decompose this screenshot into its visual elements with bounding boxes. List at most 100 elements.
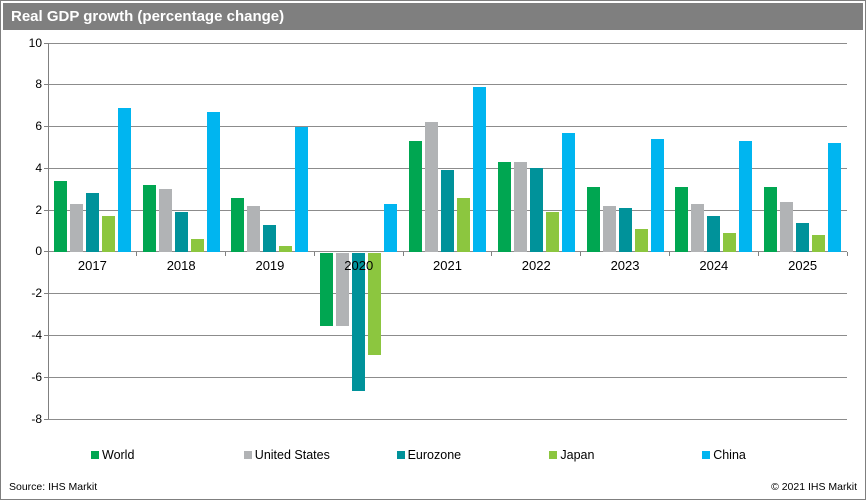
bar-eurozone-2017 bbox=[85, 193, 99, 252]
copyright-note: © 2021 IHS Markit bbox=[771, 481, 857, 493]
x-axis-tick bbox=[313, 251, 315, 256]
bar-world-2021 bbox=[409, 141, 422, 252]
bar-japan-2021 bbox=[457, 197, 470, 252]
x-category-label-2025: 2025 bbox=[788, 257, 818, 273]
gridline-8 bbox=[48, 84, 847, 86]
gridline-0 bbox=[48, 251, 847, 253]
x-axis-tick bbox=[47, 251, 49, 256]
y-axis-tick--6 bbox=[44, 376, 48, 378]
x-category-label-2018: 2018 bbox=[166, 257, 196, 273]
y-tick-label-0: 0 bbox=[35, 244, 42, 259]
y-axis-tick--8 bbox=[44, 418, 48, 420]
gridline--4 bbox=[48, 334, 847, 336]
bar-world-2023 bbox=[586, 187, 600, 252]
chart-title: Real GDP growth (percentage change) bbox=[3, 3, 863, 30]
x-category-label-2023: 2023 bbox=[610, 257, 640, 273]
bar-japan-2024 bbox=[723, 233, 737, 252]
y-axis-tick-0 bbox=[44, 251, 48, 253]
bar-world-2025 bbox=[764, 187, 778, 252]
bar-japan-2019 bbox=[279, 245, 293, 252]
y-axis-tick-4 bbox=[44, 167, 48, 169]
bar-eurozone-2023 bbox=[618, 208, 632, 252]
y-tick-label-8: 8 bbox=[35, 77, 42, 92]
legend-item-world: World bbox=[91, 448, 244, 462]
gridline--8 bbox=[48, 418, 847, 420]
bar-eurozone-2019 bbox=[263, 224, 277, 252]
bar-china-2017 bbox=[117, 107, 131, 252]
bar-world-2022 bbox=[497, 162, 511, 252]
y-tick-label--4: -4 bbox=[31, 327, 42, 342]
x-axis-tick bbox=[225, 251, 227, 256]
bar-china-2024 bbox=[739, 141, 753, 252]
bar-eurozone-2020 bbox=[352, 252, 366, 391]
bar-united-states-2018 bbox=[158, 189, 172, 252]
y-axis-tick-2 bbox=[44, 209, 48, 211]
legend-swatch-icon bbox=[243, 451, 252, 459]
bar-china-2021 bbox=[473, 86, 486, 252]
source-note: Source: IHS Markit bbox=[9, 481, 98, 493]
x-axis-tick bbox=[846, 251, 848, 256]
bar-united-states-2020 bbox=[336, 252, 350, 326]
y-tick-label-6: 6 bbox=[35, 119, 42, 134]
bar-united-states-2025 bbox=[780, 201, 794, 252]
plot-area: 2017 2018 2019 2020 2021 2022 2023 2024 2025 bbox=[44, 42, 848, 420]
bar-world-2020 bbox=[320, 252, 334, 326]
bar-eurozone-2018 bbox=[174, 212, 188, 252]
x-axis-tick bbox=[136, 251, 138, 256]
gridline-6 bbox=[48, 126, 847, 128]
bar-united-states-2021 bbox=[425, 122, 438, 252]
bar-eurozone-2022 bbox=[529, 168, 543, 252]
legend-item-china: China bbox=[702, 448, 855, 462]
bar-eurozone-2025 bbox=[796, 222, 810, 252]
legend-label: Japan bbox=[560, 448, 595, 462]
bar-world-2019 bbox=[231, 197, 245, 252]
bar-china-2018 bbox=[206, 111, 220, 252]
x-category-label-2022: 2022 bbox=[521, 257, 551, 273]
y-axis-tick-10 bbox=[44, 42, 48, 44]
x-category-label-2020: 2020 bbox=[344, 257, 374, 273]
bar-japan-2025 bbox=[812, 235, 826, 252]
gridline-4 bbox=[48, 167, 847, 169]
legend-item-united-states: United States bbox=[243, 448, 397, 462]
bar-china-2025 bbox=[828, 143, 842, 252]
bar-united-states-2024 bbox=[691, 203, 705, 252]
bar-japan-2022 bbox=[545, 212, 559, 252]
gridline--2 bbox=[48, 293, 847, 295]
bar-world-2018 bbox=[142, 185, 156, 252]
x-axis-tick bbox=[757, 251, 759, 256]
x-category-label-2017: 2017 bbox=[77, 257, 107, 273]
bar-japan-2017 bbox=[101, 216, 115, 252]
gridline-10 bbox=[48, 42, 847, 44]
legend-item-japan: Japan bbox=[549, 448, 702, 462]
y-axis-line bbox=[48, 43, 49, 419]
legend-label: Eurozone bbox=[407, 448, 462, 462]
x-category-label-2024: 2024 bbox=[699, 257, 729, 273]
legend-label: World bbox=[102, 448, 135, 462]
y-axis-tick-8 bbox=[44, 84, 48, 86]
bar-china-2020 bbox=[384, 203, 398, 252]
x-axis-tick bbox=[668, 251, 670, 256]
bar-eurozone-2024 bbox=[707, 216, 721, 252]
x-axis-tick bbox=[491, 251, 493, 256]
legend-item-eurozone: Eurozone bbox=[396, 448, 550, 462]
bar-japan-2023 bbox=[634, 228, 648, 252]
bar-china-2022 bbox=[561, 132, 575, 252]
bar-china-2023 bbox=[650, 139, 664, 252]
y-tick-label--6: -6 bbox=[31, 369, 42, 384]
y-tick-label-2: 2 bbox=[35, 202, 42, 217]
x-category-label-2021: 2021 bbox=[433, 257, 462, 273]
legend: World United States Eurozone Japan China bbox=[91, 444, 855, 466]
bar-world-2017 bbox=[53, 180, 67, 252]
legend-swatch-icon bbox=[91, 451, 99, 459]
bar-united-states-2017 bbox=[69, 203, 83, 252]
bar-united-states-2022 bbox=[513, 162, 527, 252]
y-tick-label--8: -8 bbox=[31, 411, 42, 426]
x-axis-tick bbox=[402, 251, 404, 256]
bar-united-states-2019 bbox=[247, 205, 261, 252]
y-axis-tick--4 bbox=[44, 334, 48, 336]
y-tick-label-10: 10 bbox=[28, 35, 42, 50]
gridline--6 bbox=[48, 376, 847, 378]
y-tick-label-4: 4 bbox=[35, 160, 42, 175]
bar-japan-2020 bbox=[368, 252, 382, 356]
bar-united-states-2023 bbox=[602, 205, 616, 252]
